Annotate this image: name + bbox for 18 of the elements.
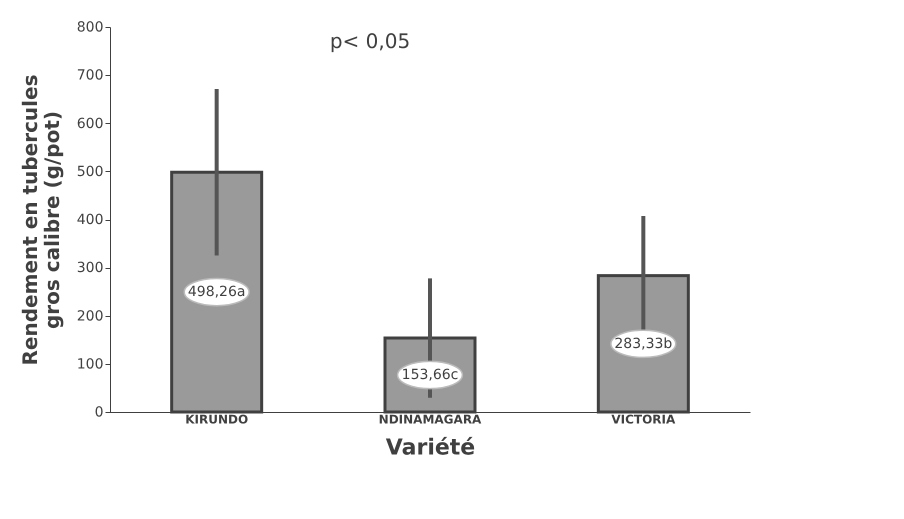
y-tick-label: 600 — [76, 116, 104, 132]
y-tick-label: 700 — [76, 68, 104, 84]
y-axis-title: Rendement en tubercules gros calibre (g/pot) — [18, 74, 64, 366]
y-tick-label: 100 — [76, 356, 104, 372]
data-label: 283,33b — [614, 336, 672, 352]
y-tick-label: 200 — [76, 308, 104, 324]
data-label: 153,66c — [402, 367, 458, 384]
x-tick-label: KIRUNDO — [185, 412, 248, 426]
y-tick-label: 500 — [76, 164, 104, 180]
data-label: 498,26a — [188, 284, 246, 300]
annotation: p< 0,05 — [330, 29, 410, 53]
y-tick-label: 0 — [94, 404, 104, 420]
y-tick-label: 300 — [76, 260, 104, 276]
y-tick-label: 400 — [76, 212, 104, 228]
x-axis-title: Variété — [386, 436, 476, 460]
x-tick-label: NDINAMAGARA — [378, 412, 482, 426]
y-tick-label: 800 — [76, 20, 104, 36]
x-tick-label: VICTORIA — [611, 412, 676, 426]
